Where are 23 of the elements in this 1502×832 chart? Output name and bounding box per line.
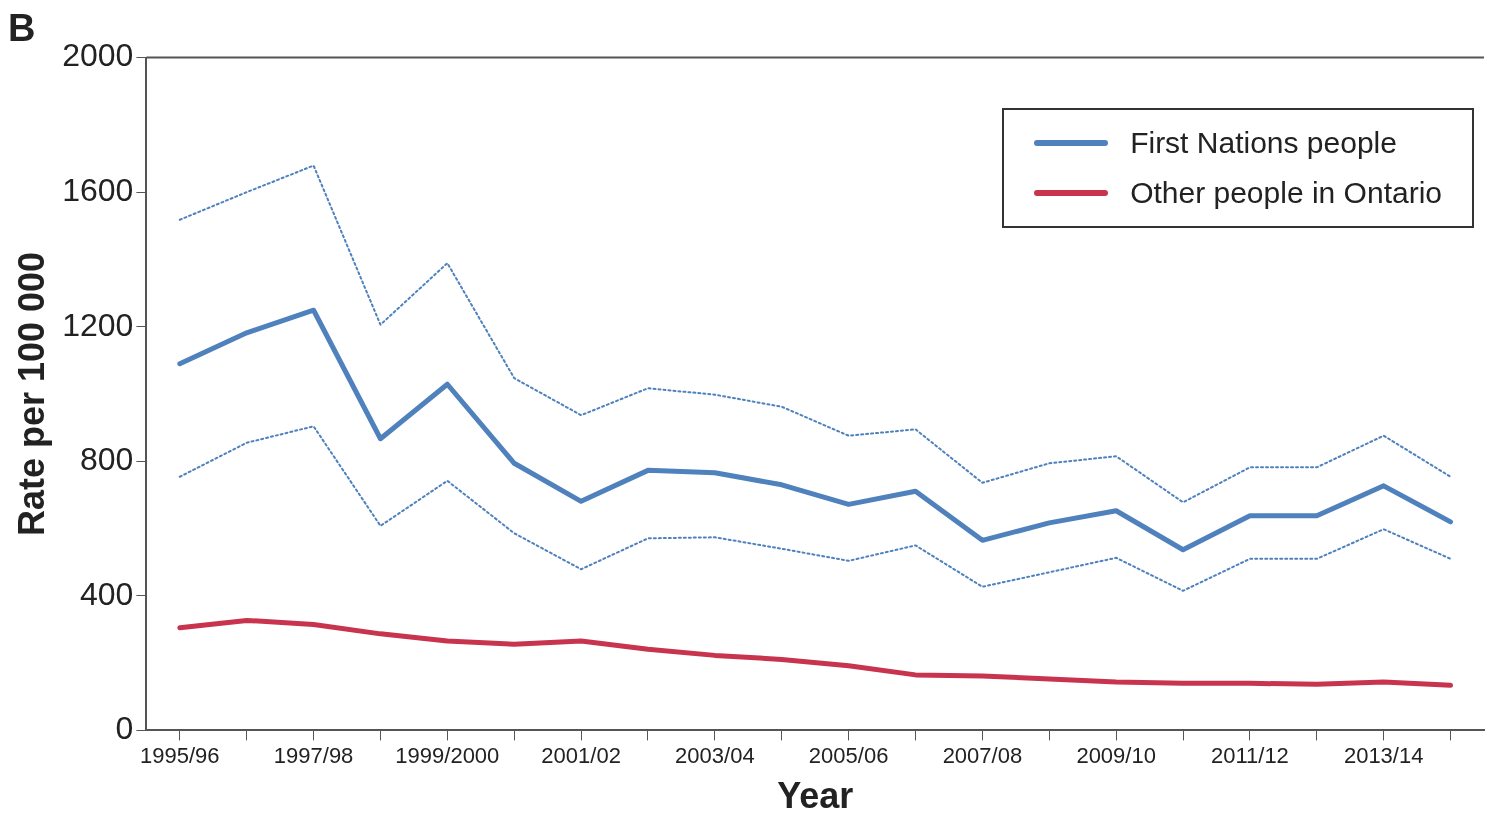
line-series bbox=[178, 425, 1452, 592]
x-tick-label: 2001/02 bbox=[541, 742, 621, 768]
y-tick-label: 400 bbox=[80, 575, 134, 612]
x-tick-label: 2011/12 bbox=[1210, 742, 1289, 768]
y-tick-label: 2000 bbox=[62, 37, 134, 74]
chart-title: B bbox=[8, 7, 36, 50]
y-tick-label: 800 bbox=[80, 441, 134, 478]
x-tick-label: 1997/98 bbox=[273, 742, 354, 768]
x-tick-label: 2009/10 bbox=[1076, 742, 1156, 768]
x-tick-label: 1999/2000 bbox=[395, 742, 500, 768]
legend-label: First Nations people bbox=[1130, 126, 1397, 160]
x-tick-label: 2003/04 bbox=[675, 742, 755, 768]
line-series bbox=[178, 164, 1452, 504]
y-tick-label: 1600 bbox=[62, 171, 134, 208]
legend-label: Other people in Ontario bbox=[1130, 176, 1442, 210]
x-tick-label: 2007/08 bbox=[942, 742, 1023, 768]
x-tick-label: 2013/14 bbox=[1343, 742, 1424, 768]
x-axis-title: Year bbox=[777, 775, 854, 817]
y-tick-label: 0 bbox=[115, 710, 134, 747]
x-tick-label: 2005/06 bbox=[808, 742, 889, 768]
y-axis-title: Rate per 100 000 bbox=[10, 251, 52, 537]
x-tick-label: 1995/96 bbox=[140, 742, 220, 768]
y-tick-label: 1200 bbox=[62, 306, 134, 343]
